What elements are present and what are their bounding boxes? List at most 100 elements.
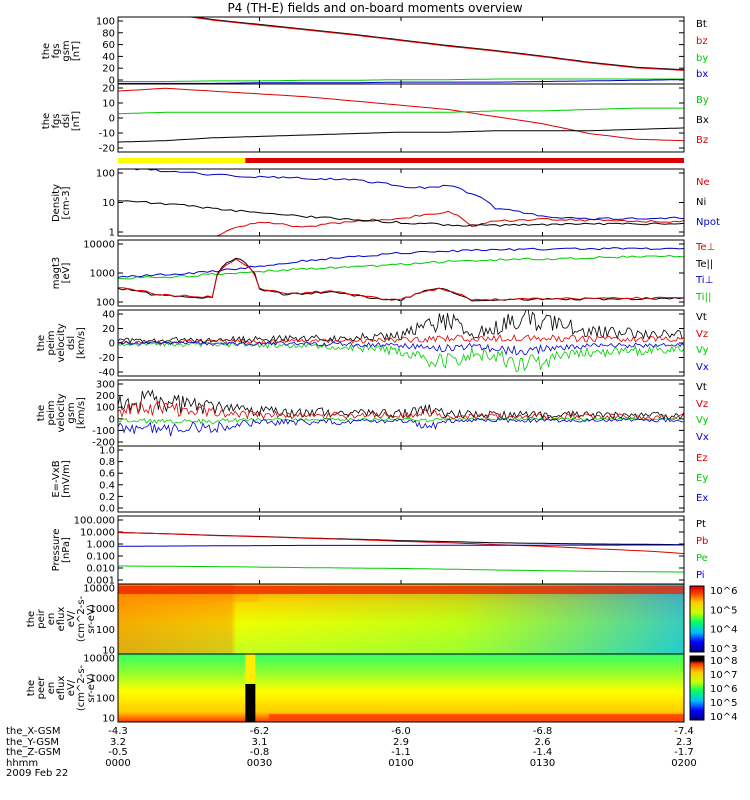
series-Vy <box>118 341 684 373</box>
ytick-label: 0 <box>109 114 115 125</box>
ytick-label: 40 <box>102 310 115 321</box>
panel-density: 100 10 1 <box>96 168 685 239</box>
legend-entry: Ez <box>696 453 708 464</box>
ytick-label: 1.000 <box>86 540 115 551</box>
panel-frame <box>117 445 685 513</box>
legend-entry: Ey <box>696 473 709 484</box>
ion-spectrogram-early-band <box>118 594 260 602</box>
status-bar-segment <box>118 158 246 163</box>
ephem-value: -1.7 <box>674 747 694 758</box>
series-bz <box>187 17 684 71</box>
ephem-value: 0000 <box>105 757 131 769</box>
legend-entry: Bx <box>696 114 709 126</box>
legend-entry: Pb <box>696 536 709 547</box>
ephem-value: 3.1 <box>251 736 268 748</box>
ytick-label: 0.8 <box>99 457 115 468</box>
ephem-value: 0200 <box>671 757 697 769</box>
ephem-row: the_X-GSM -4.3 -6.2 -6.0 -6.8 -7.4 <box>6 726 746 738</box>
ytick-label: 10.000 <box>80 528 115 539</box>
legend-entry: Vt <box>696 382 707 393</box>
legend-density: Ne Ni Npot <box>696 173 720 233</box>
status-bar-segment <box>245 158 684 163</box>
legend-fgs_dsl: By Bx Bz <box>696 91 709 151</box>
series-Bz <box>118 87 684 142</box>
ytick-label: 10 <box>102 646 115 657</box>
ytick-label: 20 <box>102 324 115 335</box>
ephem-row-name: hhmm <box>6 757 39 769</box>
series-Pe <box>118 565 684 573</box>
ytick-label: 20 <box>102 64 115 75</box>
ytick-label: 100 <box>96 694 115 705</box>
ephem-value: -0.5 <box>108 747 128 758</box>
electron-spectrogram-gap-top <box>245 654 256 682</box>
electron-spectrogram-frame <box>117 653 685 723</box>
ytick-label: 0 <box>109 339 115 350</box>
ytick-label: 100 <box>96 169 115 180</box>
legend-entry: Pt <box>696 519 706 530</box>
series-by <box>118 78 684 82</box>
panel-temperature: 10000 1000 100 <box>83 239 685 309</box>
ephem-row: the_Z-GSM -0.5 -0.8 -1.1 -1.4 -1.7 <box>6 747 746 759</box>
ytick-label: 0.4 <box>99 480 115 491</box>
legend-entry: Vy <box>696 345 709 356</box>
ion-spectrogram-time-overlay <box>118 584 684 654</box>
series-Ti⊥ <box>118 247 684 278</box>
legend-entry: Pe <box>696 553 708 564</box>
legend-entry: bz <box>696 35 708 47</box>
ephem-value: 0100 <box>388 757 414 769</box>
colorbar-tick-label: 10^4 <box>710 712 737 723</box>
legend-entry: Vz <box>696 328 709 340</box>
ytick-label: 10 <box>102 198 115 209</box>
legend-entry: by <box>696 52 709 64</box>
legend-entry: Ni <box>696 196 707 208</box>
ytick-label: 1000 <box>90 604 115 615</box>
ytick-label: 1000 <box>90 269 115 280</box>
legend-entry: Ti⊥ <box>696 275 714 286</box>
ephem-row: the_Y-GSM 3.2 3.1 2.9 2.6 2.3 <box>6 736 746 749</box>
ephem-value: 2.9 <box>393 736 409 748</box>
ytick-label: -40 <box>99 368 115 379</box>
series-Vx <box>118 417 684 437</box>
series-Pt <box>118 532 684 546</box>
ephem-value: -7.4 <box>674 726 694 737</box>
electron-spectrogram-gap <box>245 684 256 722</box>
series-Bt <box>191 17 684 71</box>
legend-efield: Ez Ey Ex <box>696 449 708 509</box>
ytick-label: 100 <box>96 17 115 28</box>
ion-colorbar <box>689 585 705 653</box>
legend-peim_velocity_dsl: Vt Vz Vy Vx <box>696 310 709 376</box>
ytick-label: -200 <box>92 438 115 449</box>
legend-entry: Pi <box>696 570 705 581</box>
ytick-label: 100 <box>96 298 115 309</box>
chart-title: P4 (TH-E) fields and on-board moments ov… <box>227 1 523 15</box>
colorbar-tick-label: 10^7 <box>710 670 737 681</box>
legend-entry: Ne <box>696 176 710 188</box>
ytick-label: 20 <box>102 84 115 95</box>
ytick-label: -100 <box>92 426 115 437</box>
series-Ti|| <box>118 254 684 280</box>
ytick-label: 0.2 <box>99 492 115 503</box>
legend-entry: Te⊥ <box>696 242 716 253</box>
ephem-value: -0.8 <box>249 747 270 758</box>
ytick-label: 1 <box>109 228 115 239</box>
date-label: 2009 Feb 22 <box>6 768 69 779</box>
legend-entry: Vt <box>696 312 707 323</box>
legend-entry: Vx <box>696 431 709 443</box>
legend-entry: Vy <box>696 415 709 426</box>
legend-entry: Ti|| <box>696 291 712 303</box>
ytick-label: 10000 <box>83 584 115 595</box>
ytick-label: 0 <box>109 76 115 87</box>
colorbar-tick-label: 10^6 <box>710 586 737 597</box>
ephem-value: 0130 <box>529 757 556 769</box>
ephem-value: 0030 <box>246 757 273 769</box>
ytick-label: 300 <box>96 380 115 391</box>
series-By <box>118 107 684 115</box>
ytick-label: 0.6 <box>99 469 115 480</box>
panel-frame <box>117 16 685 85</box>
ephemeris-axis-labels: the_X-GSM -4.3 -6.2 -6.0 -6.8 -7.4 the_Y-GSM 3.… <box>6 726 746 797</box>
ion-spectrogram-high-energy-band <box>118 586 684 594</box>
